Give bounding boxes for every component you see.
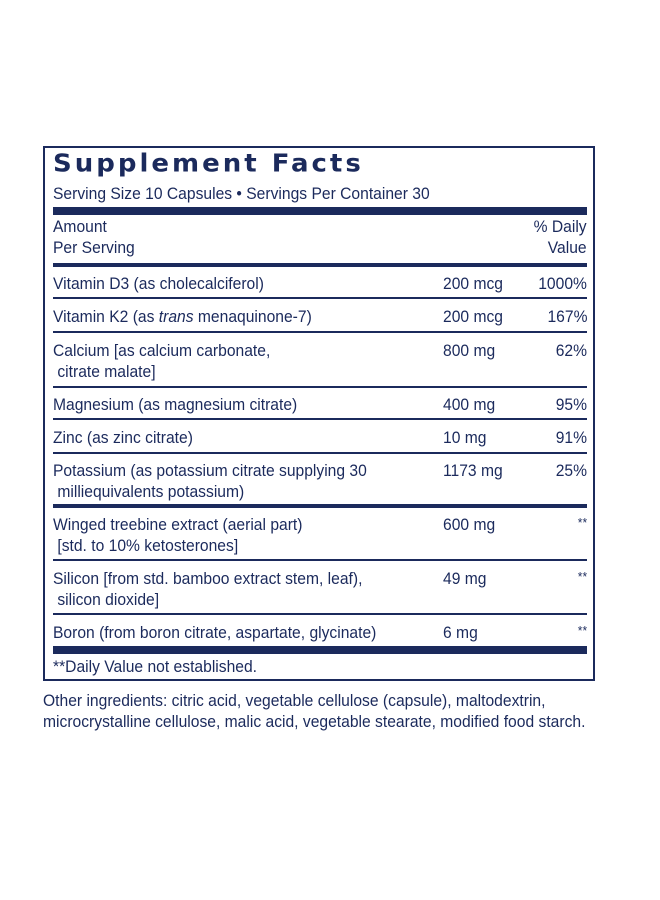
daily-value-header: % Daily Value (534, 216, 587, 258)
header-dv-line2: Value (548, 238, 587, 257)
supplement-facts-panel: Supplement Facts Serving Size 10 Capsule… (43, 146, 595, 681)
nutrient-name: Silicon [from std. bamboo extract stem, … (53, 568, 362, 610)
nutrient-amount: 6 mg (443, 623, 478, 642)
nutrient-name-line1: Calcium [as calcium carbonate, (53, 341, 271, 360)
nutrient-amount: 800 mg (443, 341, 496, 360)
nutrient-name-post: menaquinone-7) (193, 307, 312, 326)
nutrient-daily-value: 91% (555, 428, 587, 447)
nutrient-name: Vitamin K2 (as trans menaquinone-7) (53, 306, 312, 327)
nutrient-daily-value: 167% (546, 307, 587, 326)
divider-thin (53, 452, 587, 454)
nutrient-amount: 200 mcg (443, 307, 503, 326)
divider-thin (53, 613, 587, 615)
divider-thin (53, 418, 587, 420)
header-amount-line1: Amount (53, 217, 107, 236)
nutrient-daily-value: ** (577, 569, 587, 584)
panel-title: Supplement Facts (53, 149, 364, 179)
nutrient-name: Magnesium (as magnesium citrate) (53, 395, 298, 414)
nutrient-daily-value: ** (577, 515, 587, 530)
nutrient-amount: 400 mg (443, 395, 496, 414)
nutrient-amount: 200 mcg (443, 274, 503, 293)
nutrient-name: Zinc (as zinc citrate) (53, 428, 193, 447)
nutrient-name-line2: [std. to 10% ketosterones] (53, 536, 239, 555)
nutrient-daily-value: 25% (555, 461, 587, 480)
nutrient-daily-value: 95% (555, 395, 587, 414)
nutrient-name-pre: Vitamin K2 (as (53, 307, 159, 326)
nutrient-daily-value: 62% (555, 341, 587, 360)
divider-thin (53, 297, 587, 299)
nutrient-name-line1: Silicon [from std. bamboo extract stem, … (53, 569, 363, 588)
nutrient-name-line2: citrate malate] (53, 362, 156, 381)
nutrient-name: Vitamin D3 (as cholecalciferol) (53, 274, 264, 293)
amount-per-serving-header: Amount Per Serving (53, 216, 135, 258)
divider-thick (53, 646, 587, 654)
header-dv-line1: % Daily (533, 217, 587, 236)
nutrient-name-line1: Winged treebine extract (aerial part) (53, 515, 303, 534)
daily-value-footnote: **Daily Value not established. (53, 657, 258, 676)
serving-info: Serving Size 10 Capsules • Servings Per … (53, 184, 430, 203)
nutrient-name: Boron (from boron citrate, aspartate, gl… (53, 623, 377, 642)
nutrient-name-line2: milliequivalents potassium) (53, 482, 245, 501)
nutrient-amount: 49 mg (443, 569, 487, 588)
divider-medium (53, 263, 587, 267)
nutrient-daily-value: 1000% (538, 274, 587, 293)
nutrient-amount: 10 mg (443, 428, 487, 447)
divider-thick (53, 207, 587, 215)
divider-thin (53, 386, 587, 388)
header-amount-line2: Per Serving (53, 238, 135, 257)
nutrient-name: Calcium [as calcium carbonate, citrate m… (53, 340, 270, 382)
nutrient-name-italic: trans (158, 307, 194, 326)
divider-thin (53, 331, 587, 333)
other-ingredients: Other ingredients: citric acid, vegetabl… (43, 691, 586, 731)
nutrient-name-line2: silicon dioxide] (53, 590, 160, 609)
nutrient-name-line1: Potassium (as potassium citrate supplyin… (53, 461, 367, 480)
nutrient-amount: 1173 mg (443, 461, 503, 480)
nutrient-name: Winged treebine extract (aerial part) [s… (53, 514, 302, 556)
divider-medium (53, 504, 587, 508)
nutrient-amount: 600 mg (443, 515, 496, 534)
nutrient-daily-value: ** (577, 623, 587, 638)
divider-thin (53, 559, 587, 561)
nutrient-name: Potassium (as potassium citrate supplyin… (53, 460, 367, 502)
